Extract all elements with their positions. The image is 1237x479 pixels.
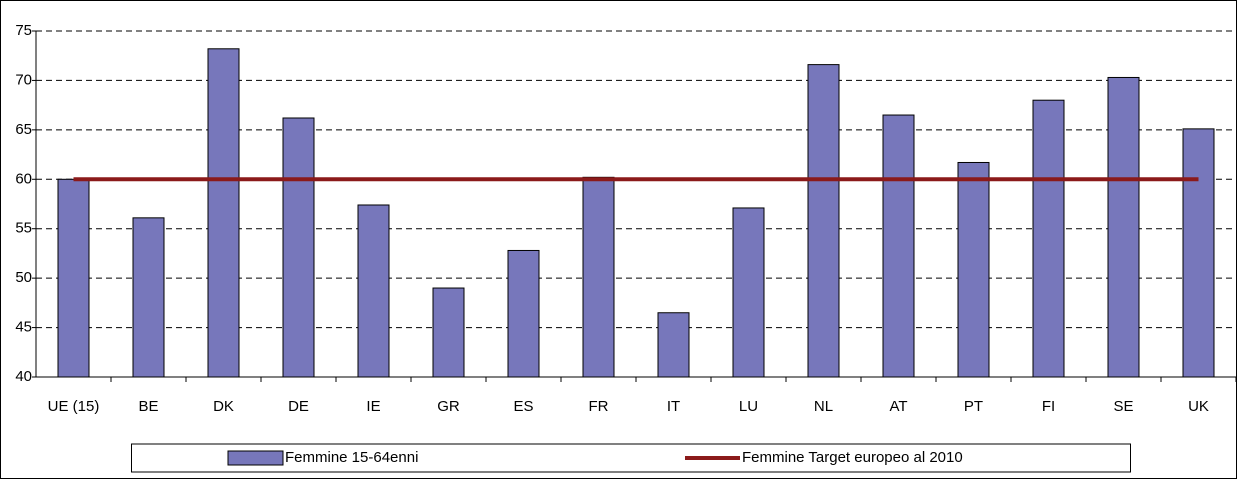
y-tick-label: 50 — [15, 269, 32, 286]
legend-label: Femmine Target europeo al 2010 — [742, 449, 963, 466]
bar — [882, 114, 915, 378]
x-tick-label: FI — [1042, 398, 1055, 415]
x-tick-label: FR — [589, 398, 609, 415]
y-tick-label: 70 — [15, 71, 32, 88]
bar — [807, 64, 840, 378]
legend-box — [131, 443, 1131, 473]
y-tick-label: 45 — [15, 319, 32, 336]
y-tick-label: 40 — [15, 368, 32, 385]
y-tick-label: 60 — [15, 170, 32, 187]
x-tick-label: PT — [964, 398, 983, 415]
x-tick-label: NL — [814, 398, 833, 415]
x-tick-label: UK — [1188, 398, 1209, 415]
x-tick-label: GR — [437, 398, 460, 415]
bar — [357, 204, 390, 378]
x-tick-label: SE — [1113, 398, 1133, 415]
bar — [282, 117, 315, 378]
x-tick-label: LU — [739, 398, 758, 415]
y-tick-label: 75 — [15, 22, 32, 39]
x-tick-label: AT — [889, 398, 907, 415]
x-tick-label: IT — [667, 398, 680, 415]
bar — [57, 178, 90, 378]
bar — [957, 161, 990, 378]
bar — [582, 176, 615, 378]
bar — [507, 249, 540, 378]
y-tick-label: 65 — [15, 121, 32, 138]
bar — [732, 207, 765, 378]
bar — [657, 312, 690, 378]
x-tick-label: UE (15) — [48, 398, 100, 415]
x-tick-label: ES — [513, 398, 533, 415]
bar — [432, 287, 465, 378]
y-tick-label: 55 — [15, 220, 32, 237]
bar — [1107, 76, 1140, 378]
bar — [1032, 99, 1065, 378]
x-tick-label: DK — [213, 398, 234, 415]
x-tick-label: IE — [366, 398, 380, 415]
bar — [207, 48, 240, 378]
bar — [1182, 128, 1215, 378]
x-tick-label: BE — [138, 398, 158, 415]
legend-label: Femmine 15-64enni — [285, 449, 418, 466]
x-tick-label: DE — [288, 398, 309, 415]
legend-swatch — [227, 450, 284, 466]
bar — [132, 217, 165, 378]
